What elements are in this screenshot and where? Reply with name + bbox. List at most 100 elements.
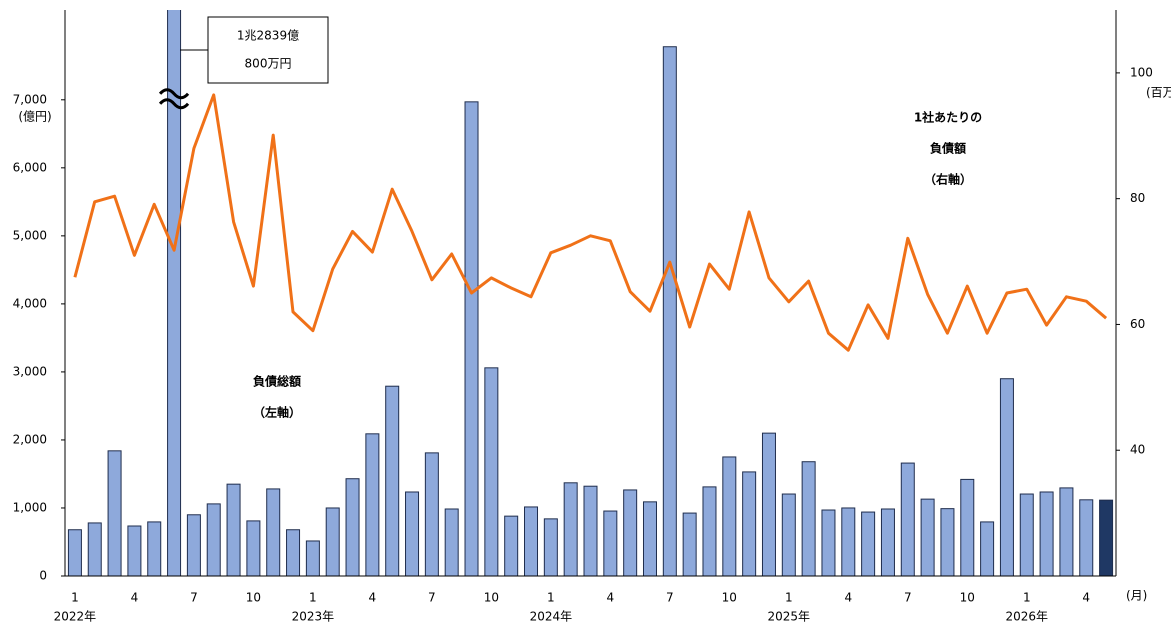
- callout-text: 1兆2839億: [237, 29, 299, 43]
- bar: [960, 478, 975, 576]
- bar: [266, 488, 281, 576]
- bar: [722, 456, 737, 576]
- callout-text: 800万円: [245, 57, 292, 71]
- plot-area: [67, 10, 1114, 576]
- x-tick-label: 1: [547, 591, 555, 605]
- year-label: 2024年: [530, 610, 573, 622]
- x-tick-label: 10: [722, 591, 737, 605]
- x-tick-label: 1: [309, 591, 317, 605]
- bar: [900, 462, 915, 576]
- x-tick-label: 4: [369, 591, 377, 605]
- bar: [127, 525, 142, 576]
- x-tick-label: 10: [246, 591, 261, 605]
- bar: [206, 503, 221, 576]
- bar: [742, 471, 757, 576]
- bar: [385, 385, 400, 576]
- y2-unit: (百万円): [1146, 85, 1171, 99]
- bar: [464, 101, 479, 576]
- bar: [940, 508, 955, 576]
- bar: [543, 518, 558, 576]
- bar: [365, 433, 380, 576]
- bar: [761, 432, 776, 576]
- y-tick-label: 1,000: [13, 500, 47, 514]
- bar: [563, 482, 578, 576]
- bar: [880, 508, 895, 576]
- bar: [305, 540, 320, 576]
- bar: [1059, 487, 1074, 576]
- year-label: 2026年: [1005, 610, 1048, 622]
- year-label: 2022年: [54, 610, 97, 622]
- y-tick-label: 2,000: [13, 432, 47, 446]
- break-mark: [158, 88, 190, 110]
- bar: [504, 515, 519, 576]
- bar: [702, 486, 717, 576]
- bar: [642, 501, 657, 576]
- y-tick-label: 3,000: [13, 364, 47, 378]
- year-label: 2023年: [292, 610, 335, 622]
- x-tick-label: 4: [131, 591, 139, 605]
- bar: [444, 508, 459, 576]
- bar: [603, 510, 618, 576]
- bar: [186, 514, 201, 576]
- bar: [524, 506, 539, 576]
- bar: [841, 507, 856, 576]
- bar: [623, 489, 638, 576]
- bar: [980, 521, 995, 576]
- bar: [87, 522, 102, 576]
- bar: [345, 478, 360, 576]
- annotation: （右軸）: [924, 172, 972, 187]
- callout-box: [207, 16, 329, 84]
- x-tick-label: 7: [904, 591, 912, 605]
- bar: [583, 485, 598, 576]
- bar: [67, 529, 82, 576]
- annotation: 負債額: [930, 141, 966, 156]
- x-tick-label: 7: [190, 591, 198, 605]
- x-tick-label: 7: [666, 591, 674, 605]
- bar: [405, 491, 420, 576]
- bar: [801, 461, 816, 576]
- annotation: 1社あたりの: [914, 110, 982, 125]
- bar: [1079, 499, 1094, 576]
- x-tick-label: 10: [960, 591, 975, 605]
- bar: [1039, 491, 1054, 576]
- x-tick-label: 10: [484, 591, 499, 605]
- bar: [246, 520, 261, 576]
- y2-tick-label: 40: [1130, 443, 1145, 457]
- y-tick-label: 4,000: [13, 296, 47, 310]
- y-tick-label: 0: [39, 569, 47, 583]
- annotation: （左軸）: [253, 405, 301, 420]
- y-tick-label: 5,000: [13, 228, 47, 242]
- bar: [107, 450, 122, 576]
- annotation: 負債総額: [253, 374, 301, 389]
- x-tick-label: 1: [1023, 591, 1031, 605]
- x-tick-label: 4: [844, 591, 852, 605]
- bar: [781, 493, 796, 576]
- bar: [167, 10, 182, 576]
- y2-tick-label: 100: [1130, 65, 1153, 79]
- x-tick-label: 1: [785, 591, 793, 605]
- y2-tick-label: 60: [1130, 317, 1145, 331]
- x-tick-label: 4: [1082, 591, 1090, 605]
- bar: [861, 511, 876, 576]
- bar: [662, 46, 677, 576]
- x-tick-label: 1: [71, 591, 79, 605]
- bar: [1099, 499, 1114, 576]
- bar: [147, 521, 162, 576]
- bar: [1019, 493, 1034, 576]
- bar: [286, 529, 301, 576]
- year-label: 2025年: [768, 610, 811, 622]
- x-tick-label: 4: [607, 591, 615, 605]
- x-tick-label: 7: [428, 591, 436, 605]
- month-unit: (月): [1126, 589, 1147, 603]
- bar: [325, 507, 340, 576]
- bar: [424, 452, 439, 576]
- bar: [484, 367, 499, 576]
- bar: [999, 378, 1014, 576]
- line: [73, 93, 1108, 352]
- bar: [226, 483, 241, 576]
- y2-tick-label: 80: [1130, 191, 1145, 205]
- y-tick-label: 6,000: [13, 160, 47, 174]
- bar: [920, 498, 935, 576]
- y-unit: (億円): [18, 109, 51, 123]
